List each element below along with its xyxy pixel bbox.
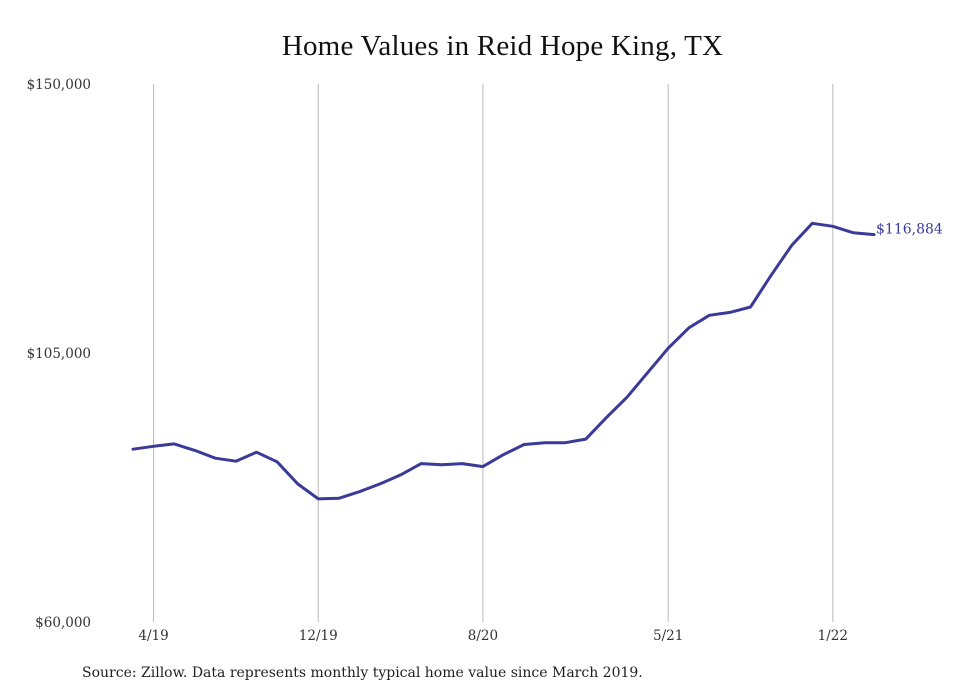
data-point <box>646 371 649 374</box>
gridlines <box>153 84 834 622</box>
data-point <box>234 460 237 463</box>
y-axis-ticks: $150,000 $105,000 $60,000 <box>27 77 91 631</box>
data-point <box>852 231 855 234</box>
data-point <box>461 462 464 465</box>
data-point <box>708 314 711 317</box>
data-point <box>605 416 608 419</box>
x-tick-label: 4/19 <box>138 628 168 644</box>
y-tick-label: $105,000 <box>27 346 91 362</box>
data-point <box>749 306 752 309</box>
data-point <box>543 441 546 444</box>
data-point <box>626 396 629 399</box>
data-point <box>811 222 814 225</box>
data-point <box>255 451 258 454</box>
x-tick-label: 8/20 <box>468 628 498 644</box>
chart-title: Home Values in Reid Hope King, TX <box>281 30 724 62</box>
data-point <box>358 490 361 493</box>
data-point <box>152 445 155 448</box>
data-point <box>831 225 834 228</box>
x-tick-label: 1/22 <box>818 628 848 644</box>
data-point <box>317 497 320 500</box>
data-point <box>132 448 135 451</box>
data-point <box>770 274 773 277</box>
data-point <box>584 438 587 441</box>
x-tick-label: 5/21 <box>653 628 683 644</box>
data-point <box>296 482 299 485</box>
x-tick-label: 12/19 <box>299 628 338 644</box>
data-point <box>523 443 526 446</box>
data-point <box>728 311 731 314</box>
data-point <box>214 457 217 460</box>
data-point <box>173 442 176 445</box>
data-point <box>379 482 382 485</box>
y-tick-label: $150,000 <box>27 77 91 93</box>
data-point <box>687 326 690 329</box>
series-layer <box>131 221 876 501</box>
y-tick-label: $60,000 <box>35 615 91 631</box>
data-point <box>502 453 505 456</box>
x-axis-ticks: 4/19 12/19 8/20 5/21 1/22 <box>138 628 848 644</box>
data-point <box>790 244 793 247</box>
end-value-label: $116,884 <box>876 222 943 238</box>
data-point <box>564 441 567 444</box>
data-point <box>440 463 443 466</box>
data-point <box>337 497 340 500</box>
data-point <box>399 473 402 476</box>
series-line <box>131 221 876 501</box>
data-point <box>667 347 670 350</box>
data-point <box>420 462 423 465</box>
data-point <box>481 465 484 468</box>
source-note: Source: Zillow. Data represents monthly … <box>82 665 643 681</box>
data-point <box>193 449 196 452</box>
data-point <box>276 460 279 463</box>
